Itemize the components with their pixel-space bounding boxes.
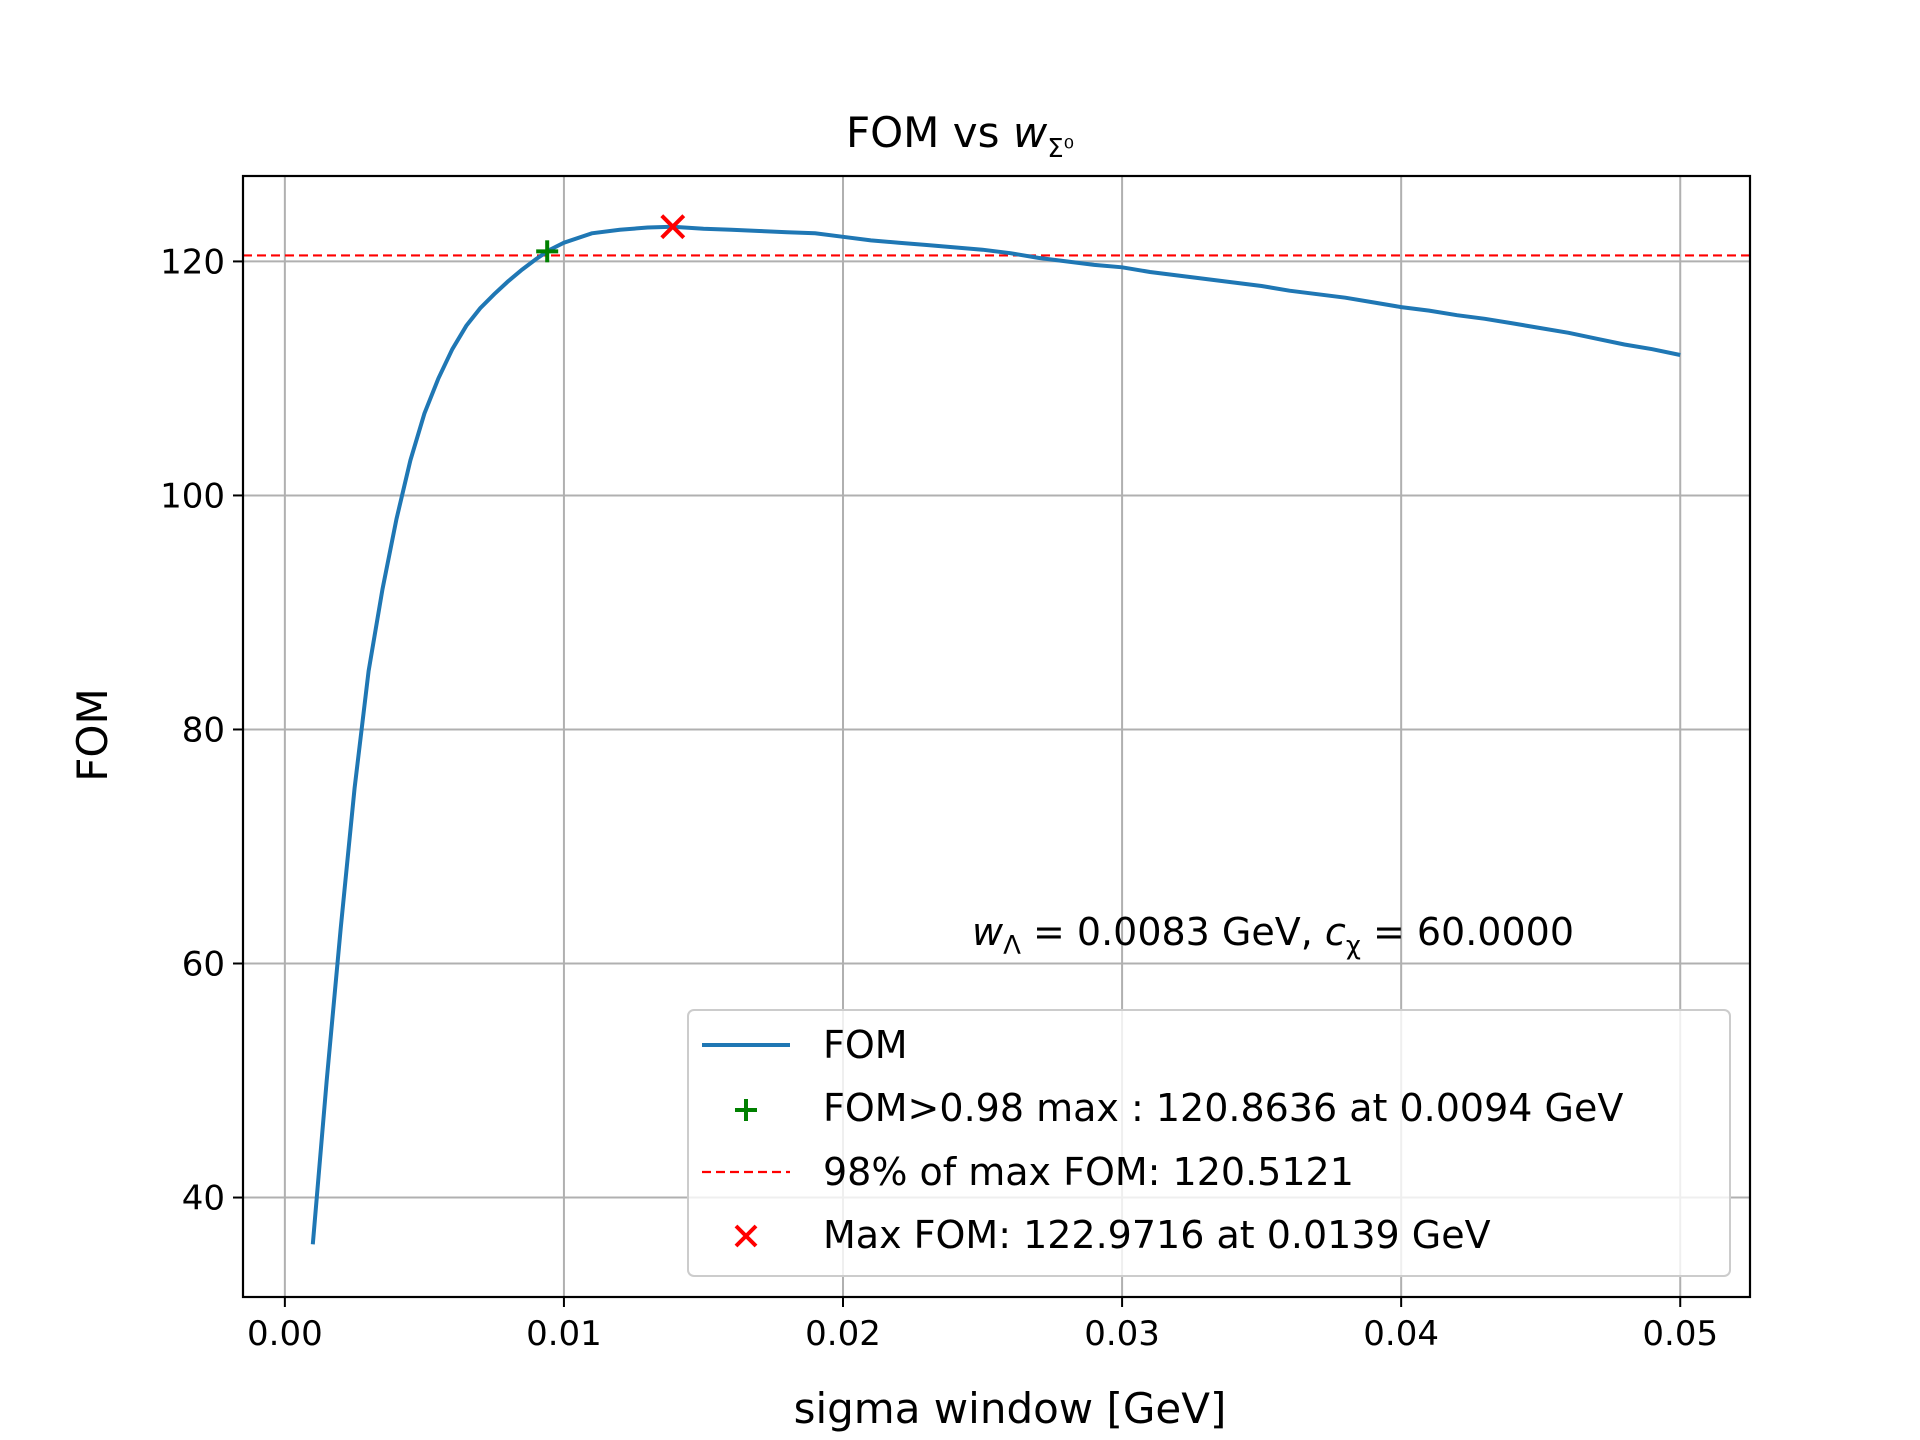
legend-max-label: Max FOM: 122.9716 at 0.0139 GeV [823, 1213, 1491, 1257]
annotation-w-var: w [972, 910, 1004, 954]
legend-98pct-label: 98% of max FOM: 120.5121 [823, 1150, 1354, 1194]
x-marker-stroke [660, 214, 686, 240]
parameter-annotation: wΛ = 0.0083 GeV, cχ = 60.0000 [972, 910, 1574, 961]
chart-title-var: w [1013, 108, 1048, 157]
y-tick-label: 120 [160, 242, 225, 282]
annotation-w-value: = 0.0083 GeV, [1021, 910, 1325, 954]
legend-max-swatch [734, 1224, 758, 1248]
legend-threshold-swatch [735, 1099, 757, 1121]
annotation-c-sub: χ [1346, 931, 1361, 961]
annotation-w-sub: Λ [1003, 931, 1021, 961]
legend-fom-label: FOM [823, 1023, 908, 1067]
y-tick-label: 100 [160, 476, 225, 516]
x-tick-label: 0.05 [1642, 1314, 1718, 1354]
y-axis-label: FOM [68, 688, 117, 781]
x-tick-label: 0.03 [1084, 1314, 1160, 1354]
x-axis-ticks: 0.00 0.01 0.02 0.03 0.04 0.05 [247, 1297, 1718, 1354]
grid-lines [243, 176, 1750, 1297]
threshold-point-marker [536, 240, 559, 263]
x-tick-label: 0.00 [247, 1314, 323, 1354]
axes-frame [241, 174, 1752, 1299]
chart-title: FOM vs wΣ⁰ [846, 108, 1074, 164]
x-tick-label: 0.01 [526, 1314, 602, 1354]
x-tick-label: 0.02 [805, 1314, 881, 1354]
legend-threshold-label: FOM>0.98 max : 120.8636 at 0.0094 GeV [823, 1086, 1623, 1130]
max-point-marker [660, 214, 686, 240]
fom-series-line [310, 224, 1681, 1245]
annotation-c-var: c [1325, 910, 1346, 954]
y-axis-ticks: 40 60 80 100 120 [160, 242, 243, 1219]
annotation-c-value: = 60.0000 [1361, 910, 1574, 954]
x-tick-label: 0.04 [1363, 1314, 1439, 1354]
legend: FOM FOM>0.98 max : 120.8636 at 0.0094 Ge… [687, 1009, 1731, 1277]
y-tick-label: 60 [182, 945, 225, 985]
y-tick-label: 40 [182, 1179, 225, 1219]
chart-title-main: FOM vs [846, 108, 1013, 157]
chart-title-sub: Σ⁰ [1047, 134, 1074, 164]
legend-box [687, 1009, 1731, 1277]
x-axis-label: sigma window [GeV] [794, 1384, 1227, 1433]
y-tick-label: 80 [182, 710, 225, 750]
